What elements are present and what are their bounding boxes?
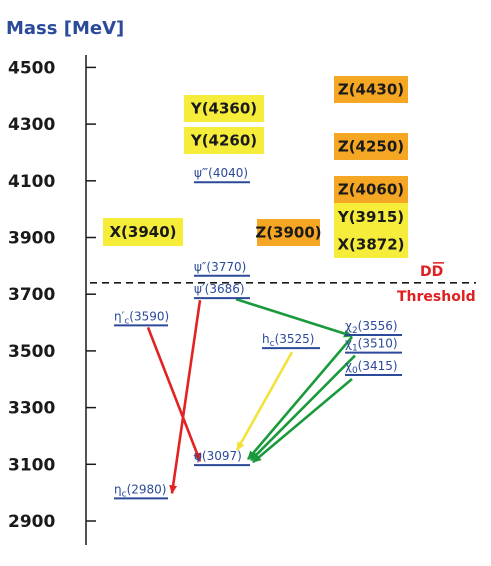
state-label-h_c: hc(3525) bbox=[262, 332, 314, 349]
state-levels: η′c(3590) ηc(2980) ψ‴(4040) ψ″(3770) ψ′(3686… bbox=[114, 166, 402, 500]
dd-threshold: DD Threshold bbox=[90, 262, 476, 305]
y-tick-label: 3300 bbox=[8, 399, 55, 419]
exotic-box-y4260 bbox=[184, 127, 264, 154]
y-axis-ticks: 4500 4300 4100 3900 3700 3500 3300 3100 2900 bbox=[8, 58, 96, 532]
y-tick-label: 3100 bbox=[8, 455, 55, 475]
y-tick-label: 3900 bbox=[8, 229, 55, 249]
transition-arrow-chi_0-to-psi_3097 bbox=[252, 378, 353, 464]
exotic-label-z4060: Z(4060) bbox=[338, 181, 404, 199]
transition-arrow-chi_1-to-psi_3097 bbox=[250, 354, 356, 462]
axis-title: Mass [MeV] bbox=[6, 18, 124, 39]
exotic-box-z4430 bbox=[334, 76, 408, 103]
state-label-chi_1: χ1(3510) bbox=[345, 337, 398, 354]
exotic-label-x3872: X(3872) bbox=[337, 236, 404, 254]
exotic-box-x3940 bbox=[103, 218, 183, 246]
exotic-label-y4360: Y(4360) bbox=[190, 100, 257, 118]
state-label-eta_c: ηc(2980) bbox=[114, 482, 166, 499]
transition-arrow-h_c-to-psi_3097 bbox=[235, 351, 294, 452]
exotic-label-z4430: Z(4430) bbox=[338, 81, 404, 99]
exotic-box-z3900 bbox=[257, 219, 320, 246]
exotic-box-z4250 bbox=[334, 133, 408, 160]
exotic-box-y4360 bbox=[184, 95, 264, 122]
exotic-label-y4260: Y(4260) bbox=[190, 132, 257, 150]
y-tick-label: 4500 bbox=[8, 58, 55, 78]
exotic-label-z3900: Z(3900) bbox=[255, 224, 321, 242]
exotic-box-y3915 bbox=[334, 203, 408, 231]
transition-arrow-psi_3686-to-eta_c bbox=[169, 299, 202, 495]
exotic-label-z4250: Z(4250) bbox=[338, 138, 404, 156]
y-tick-label: 3500 bbox=[8, 342, 55, 362]
state-label-psi_4040: ψ‴(4040) bbox=[194, 166, 248, 180]
y-tick-label: 4100 bbox=[8, 172, 55, 192]
state-label-eta_c_prime: η′c(3590) bbox=[114, 309, 169, 326]
exotic-box-x3872 bbox=[334, 231, 408, 258]
exotic-label-x3940: X(3940) bbox=[109, 223, 176, 241]
state-label-psi_3686: ψ′(3686) bbox=[194, 282, 245, 296]
exotic-box-z4060 bbox=[334, 176, 408, 203]
state-label-psi_3097: ψ(3097) bbox=[194, 449, 242, 463]
transition-arrow-eta_c_prime-to-psi_3097 bbox=[146, 326, 202, 463]
threshold-label: Threshold bbox=[397, 289, 476, 305]
state-label-psi_3770: ψ″(3770) bbox=[194, 260, 246, 274]
transition-arrow-chi_2-to-psi_3097 bbox=[247, 336, 353, 460]
state-label-chi_2: χ2(3556) bbox=[345, 319, 398, 336]
exotic-states: X(3940) Y(4360) Y(4260) Z(3900) Z(4430) Z(425… bbox=[103, 76, 408, 258]
exotic-label-y3915: Y(3915) bbox=[337, 208, 404, 226]
threshold-symbol: DD bbox=[420, 264, 443, 280]
y-tick-label: 3700 bbox=[8, 285, 55, 305]
y-tick-label: 2900 bbox=[8, 512, 55, 532]
transition-arrows bbox=[146, 297, 356, 495]
transition-arrow-psi_3686-to-chi_2 bbox=[235, 297, 353, 338]
y-tick-label: 4300 bbox=[8, 115, 55, 135]
state-label-chi_0: χ0(3415) bbox=[345, 359, 398, 376]
